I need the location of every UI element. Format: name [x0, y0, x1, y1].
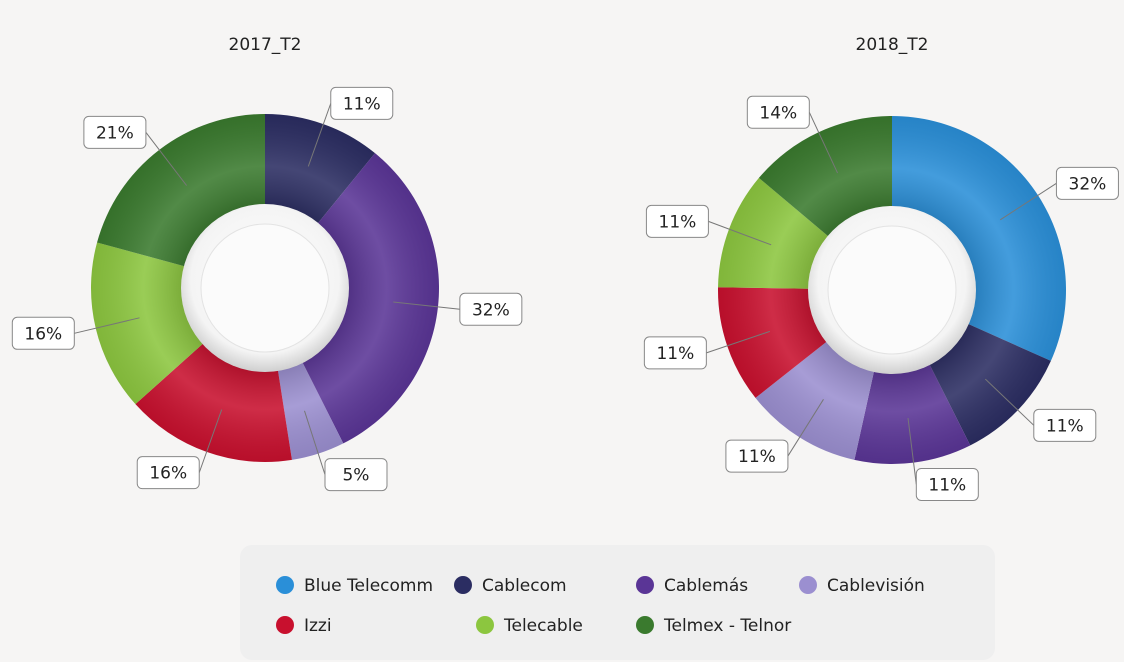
label-box [1033, 408, 1097, 442]
leader-line [304, 410, 326, 475]
leader-line [808, 112, 839, 174]
legend-label: Izzi [304, 616, 332, 636]
label-box [136, 456, 200, 490]
leader-line [999, 182, 1057, 221]
legend-swatch [454, 576, 472, 594]
legend-label: Cablecom [482, 576, 567, 596]
plate-center [200, 223, 330, 353]
legend-swatch [799, 576, 817, 594]
plate-center [827, 225, 957, 355]
data-label: 11% [656, 344, 694, 364]
legend-label: Telmex - Telnor [663, 616, 791, 636]
leader-line [706, 330, 770, 354]
data-label: 11% [928, 475, 966, 495]
label-box [11, 316, 75, 350]
leader-line [74, 317, 140, 334]
label-box [459, 292, 523, 326]
label-box [915, 467, 979, 501]
legend-swatch [476, 616, 494, 634]
data-label: 5% [342, 466, 369, 486]
data-label: 32% [472, 300, 510, 320]
legend-label: Cablevisión [827, 576, 925, 596]
data-label: 11% [343, 94, 381, 114]
chart-title: 2017_T2 [229, 35, 302, 55]
label-box [645, 204, 709, 238]
leader-line [198, 409, 223, 473]
data-label: 16% [24, 324, 62, 344]
leader-line [787, 399, 824, 457]
legend-swatch [636, 616, 654, 634]
leader-line [708, 220, 772, 246]
label-box [643, 336, 707, 370]
leader-line [907, 417, 917, 485]
label-box [83, 115, 147, 149]
data-label: 21% [96, 123, 134, 143]
legend-label: Blue Telecomm [304, 576, 433, 596]
leader-line [984, 378, 1035, 426]
data-label: 16% [149, 464, 187, 484]
legend-label: Telecable [503, 616, 583, 636]
leader-line [145, 132, 187, 186]
leader-line [307, 103, 332, 167]
label-box [725, 439, 789, 473]
label-box [324, 458, 388, 492]
legend-swatch [636, 576, 654, 594]
legend-swatch [276, 616, 294, 634]
label-box [746, 95, 810, 129]
label-box [1055, 166, 1119, 200]
legend-swatch [276, 576, 294, 594]
data-label: 32% [1069, 174, 1107, 194]
data-label: 11% [659, 212, 697, 232]
legend-box [240, 545, 995, 660]
data-label: 11% [1046, 416, 1084, 436]
chart-title: 2018_T2 [856, 35, 929, 55]
data-label: 11% [738, 447, 776, 467]
leader-line [393, 301, 460, 310]
legend-label: Cablemás [664, 576, 748, 596]
data-label: 14% [759, 103, 797, 123]
label-box [330, 86, 394, 120]
